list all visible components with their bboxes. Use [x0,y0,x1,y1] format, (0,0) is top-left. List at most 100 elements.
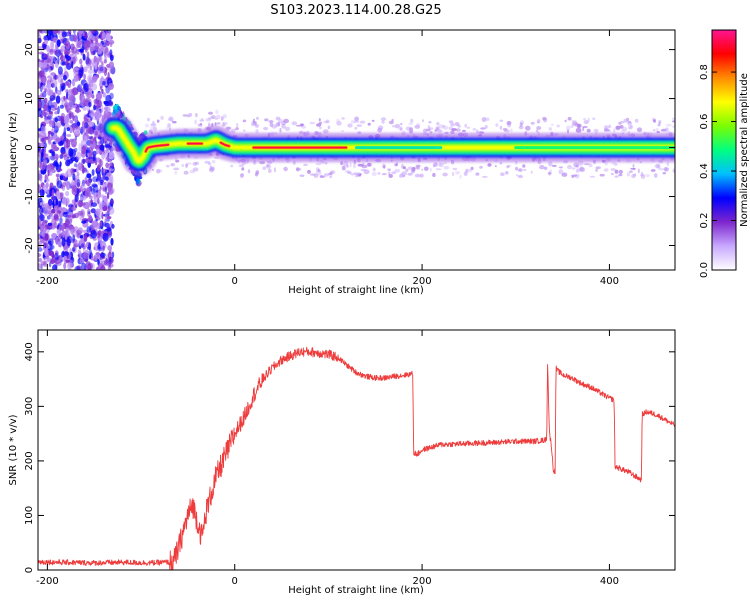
spectrogram-noise-cell [51,189,55,198]
spectrogram-noise-cell [72,30,76,35]
spectrogram-noise-cell [108,40,115,45]
spectrogram-halo-cell [341,130,345,133]
spectrogram-halo-cell [658,121,661,127]
spectrogram-noise-cell [56,39,61,47]
spectrogram-halo-cell [520,122,524,126]
spectrogram-noise-cell [99,144,105,151]
spectrogram-noise-cell [80,262,87,270]
spectrogram-noise-cell [103,59,107,64]
spectrogram-noise-cell [98,244,101,250]
spectrogram-noise-cell [64,141,67,148]
spectrogram-noise-cell [96,103,100,113]
spectrogram-halo-cell [194,119,197,125]
spectrogram-halo-cell [349,162,352,168]
spectrogram-halo-cell [381,120,385,124]
spectrogram-noise-cell [89,195,93,200]
spectrogram-halo-cell [281,123,286,129]
spectrogram-xtick-label: 400 [600,276,619,287]
spectrogram-halo-cell [515,166,519,171]
snr-ytick-label: 400 [24,342,35,361]
spectrogram-ytick-label: 10 [24,92,35,105]
spectrogram-noise-cell [72,173,76,181]
spectrogram-noise-cell [76,179,81,187]
spectrogram-noise-cell [103,50,107,57]
spectrogram-noise-cell [69,262,75,268]
spectrogram-noise-cell [82,66,88,73]
spectrogram-noise-cell [105,176,109,181]
spectrogram-halo-cell [208,111,213,115]
spectrogram-halo-cell [156,119,160,123]
snr-series-line [38,346,675,570]
spectrogram-halo-cell [442,124,445,128]
spectrogram-halo-cell [572,121,578,126]
spectrogram-noise-cell [65,139,71,148]
spectrogram-halo-cell [604,161,608,166]
spectrogram-halo-cell [405,168,409,172]
spectrogram-halo-cell [354,127,358,130]
spectrogram-halo-cell [454,122,460,126]
spectrogram-halo-cell [613,162,618,166]
spectrogram-halo-cell [329,175,333,178]
spectrogram-halo-cell [548,171,551,176]
spectrogram-halo-cell [318,118,321,122]
spectrogram-noise-cell [55,137,62,143]
spectrogram-halo-cell [583,120,589,125]
spectrogram-noise-cell [84,121,89,129]
spectrogram-noise-cell [62,228,65,238]
spectrogram-halo-cell [181,163,185,168]
spectrogram-halo-cell [400,172,404,178]
spectrogram-noise-cell [81,145,87,155]
spectrogram-noise-cell [82,158,86,164]
spectrogram-noise-cell [101,61,104,68]
spectrogram-halo-cell [269,122,274,127]
spectrogram-noise-cell [40,151,44,158]
spectrogram-noise-cell [39,214,45,222]
spectrogram-halo-cell [543,166,548,170]
spectrogram-halo-cell [541,116,547,121]
spectrogram-noise-cell [56,261,62,266]
spectrogram-noise-cell [81,243,84,248]
spectrogram-halo-cell [284,126,291,131]
spectrogram-halo-cell [481,117,487,122]
spectrogram-halo-cell [319,175,324,178]
spectrogram-noise-cell [89,135,94,145]
spectrogram-noise-cell [110,237,114,246]
spectrogram-halo-cell [371,119,375,122]
spectrogram-halo-cell [594,166,600,169]
spectrogram-noise-cell [73,73,77,77]
spectrogram-noise-cell [52,199,55,209]
spectrogram-noise-cell [38,144,41,153]
spectrogram-halo-cell [173,167,180,171]
spectrogram-noise-cell [44,85,50,90]
spectrogram-noise-cell [48,198,53,206]
spectrogram-halo-cell [267,168,272,174]
spectrogram-noise-cell [63,115,69,125]
spectrogram-noise-cell [43,104,48,112]
spectrogram-halo-cell [253,121,257,126]
spectrogram-noise-cell [88,242,92,250]
spectrogram-noise-cell [65,190,70,197]
spectrogram-noise-cell [50,40,55,50]
colorbar-gradient [712,30,736,270]
spectrogram-noise-cell [70,138,77,148]
snr-frame [37,329,676,571]
spectrogram-halo-cell [570,124,574,129]
spectrogram-halo-cell [583,163,590,166]
spectrogram-noise-cell [38,108,43,118]
spectrogram-halo-cell [506,165,510,169]
spectrogram-noise-cell [63,50,69,56]
spectrogram-noise-cell [99,46,103,51]
spectrogram-halo-cell [388,120,394,125]
spectrogram-halo-cell [549,169,553,174]
spectrogram-noise-cell [53,56,56,63]
spectrogram-noise-cell [105,162,110,169]
spectrogram-halo-cell [399,126,403,131]
spectrogram-noise-cell [55,199,58,205]
spectrogram-halo-cell [371,172,377,176]
spectrogram-noise-cell [64,172,68,178]
spectrogram-noise-cell [107,100,113,106]
spectrogram-noise-cell [63,95,66,101]
spectrogram-noise-cell [108,263,114,268]
spectrogram-halo-cell [271,124,278,129]
spectrogram-noise-cell [66,134,72,137]
